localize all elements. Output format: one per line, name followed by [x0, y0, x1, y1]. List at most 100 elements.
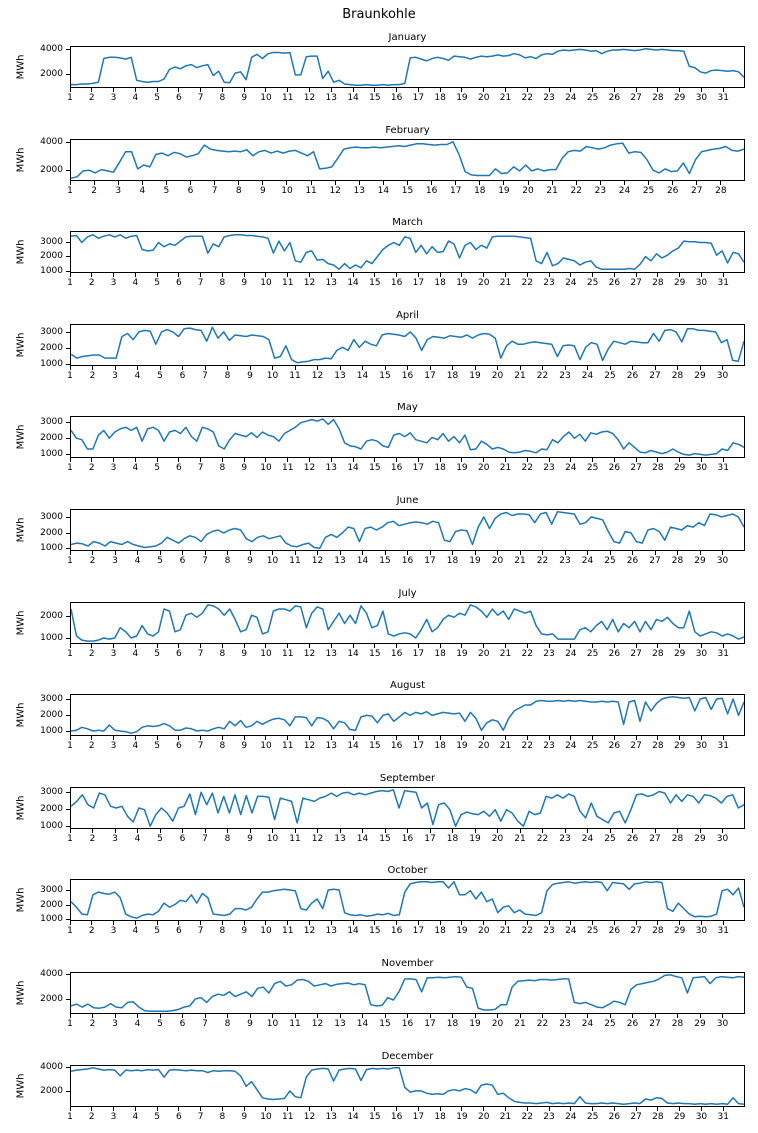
x-tick-label: 1 — [67, 1019, 73, 1029]
line-series-february — [71, 140, 744, 179]
x-tick-label: 7 — [202, 833, 208, 844]
x-tickmark — [134, 1106, 136, 1111]
x-tickmark — [700, 643, 702, 648]
x-tick-label: 9 — [241, 926, 248, 937]
y-tick-label: 1000 — [40, 632, 63, 643]
y-tick-label: 2000 — [40, 433, 63, 444]
x-tick-label: 13 — [353, 185, 365, 196]
x-tick-label: 15 — [369, 926, 381, 937]
x-tickmark — [570, 921, 572, 926]
x-tickmark — [272, 551, 273, 555]
x-tickmark — [113, 643, 115, 648]
x-tick-label: 5 — [157, 833, 163, 844]
x-tickmark — [113, 88, 115, 92]
y-tick-label: 2000 — [40, 69, 63, 80]
x-tickmark — [504, 458, 506, 463]
x-tick-label: 21 — [499, 278, 512, 289]
x-tickmark — [287, 273, 289, 278]
x-tick-label: 21 — [514, 1019, 526, 1029]
data-line — [71, 603, 744, 642]
x-tickmark — [352, 643, 354, 648]
x-tick-label: 5 — [154, 741, 160, 752]
x-tickmark — [417, 921, 419, 926]
x-tickmark — [287, 736, 289, 741]
x-tick-label: 9 — [241, 648, 248, 659]
x-tickmark — [227, 1014, 228, 1018]
y-tick-label: 2000 — [40, 899, 63, 910]
x-tickmark — [564, 551, 566, 555]
y-tickmark — [66, 826, 70, 828]
x-tick-label: 22 — [521, 93, 533, 103]
x-tick-label: 16 — [401, 1019, 414, 1029]
x-tick-label: 7 — [197, 463, 204, 474]
x-tick-label: 2 — [89, 370, 96, 381]
x-tick-label: 12 — [311, 1019, 324, 1029]
x-tick-label: 19 — [469, 370, 481, 381]
x-tickmark — [527, 180, 529, 185]
x-tick-label: 12 — [303, 1111, 316, 1122]
x-tick-label: 19 — [498, 185, 510, 196]
x-tickmark — [429, 1014, 431, 1018]
x-tick-label: 3 — [110, 463, 117, 474]
x-tick-label: 1 — [67, 648, 73, 659]
x-tick-label: 1 — [67, 370, 73, 381]
x-tickmark — [384, 551, 386, 555]
x-tickmark — [330, 736, 332, 741]
x-tick-label: 1 — [67, 926, 73, 937]
x-tickmark — [137, 1014, 138, 1018]
x-tick-label: 20 — [477, 741, 490, 752]
x-tick-label: 7 — [202, 1019, 208, 1029]
axes-august — [70, 694, 745, 737]
x-tickmark — [632, 551, 633, 555]
x-tickmark — [657, 736, 659, 741]
x-tick-label: 16 — [401, 833, 414, 844]
x-tick-label: 29 — [673, 648, 686, 659]
x-tickmark — [504, 1106, 506, 1111]
x-tick-label: 9 — [241, 741, 248, 752]
x-tickmark — [526, 1106, 528, 1111]
x-tick-label: 30 — [716, 556, 729, 566]
x-tick-label: 17 — [412, 278, 425, 289]
x-tickmark — [134, 273, 136, 278]
x-tickmark — [575, 180, 577, 185]
x-tick-label: 31 — [717, 1111, 729, 1122]
x-tickmark — [114, 551, 116, 555]
x-tick-label: 31 — [717, 741, 729, 752]
y-tick-label: 1000 — [40, 359, 63, 370]
x-tickmark — [69, 1106, 71, 1111]
x-tick-label: 8 — [219, 926, 226, 937]
x-tickmark — [330, 88, 332, 92]
x-tick-label: 22 — [521, 648, 533, 659]
x-tickmark — [526, 273, 528, 278]
x-tick-label: 26 — [626, 556, 639, 566]
x-tickmark — [677, 1014, 678, 1018]
x-tickmark — [542, 551, 543, 555]
axes-march — [70, 231, 745, 274]
x-tick-label: 14 — [356, 1019, 369, 1029]
x-tick-label: 25 — [604, 833, 616, 844]
x-tickmark — [635, 458, 637, 463]
x-tick-label: 17 — [424, 556, 436, 566]
x-tickmark — [352, 736, 354, 741]
x-tickmark — [92, 828, 93, 833]
x-tickmark — [570, 458, 572, 463]
x-tickmark — [526, 458, 528, 463]
x-tick-label: 28 — [671, 370, 684, 381]
x-tick-label: 2 — [89, 556, 96, 566]
x-tick-label: 4 — [134, 556, 141, 566]
x-tickmark — [286, 180, 288, 185]
x-tick-label: 28 — [652, 93, 664, 103]
x-tick-label: 30 — [695, 648, 708, 659]
x-tick-label: 18 — [434, 926, 446, 937]
x-tick-label: 26 — [608, 1111, 621, 1122]
x-tick-label: 8 — [224, 1019, 231, 1029]
y-tickmark — [66, 169, 70, 171]
x-tick-label: 29 — [694, 1019, 706, 1029]
x-tickmark — [623, 180, 625, 185]
x-tickmark — [452, 1014, 453, 1018]
x-tick-label: 14 — [347, 93, 359, 103]
x-tick-label: 19 — [469, 556, 481, 566]
x-tickmark — [339, 551, 341, 555]
x-tickmark — [699, 1014, 701, 1018]
x-tickmark — [417, 736, 419, 741]
